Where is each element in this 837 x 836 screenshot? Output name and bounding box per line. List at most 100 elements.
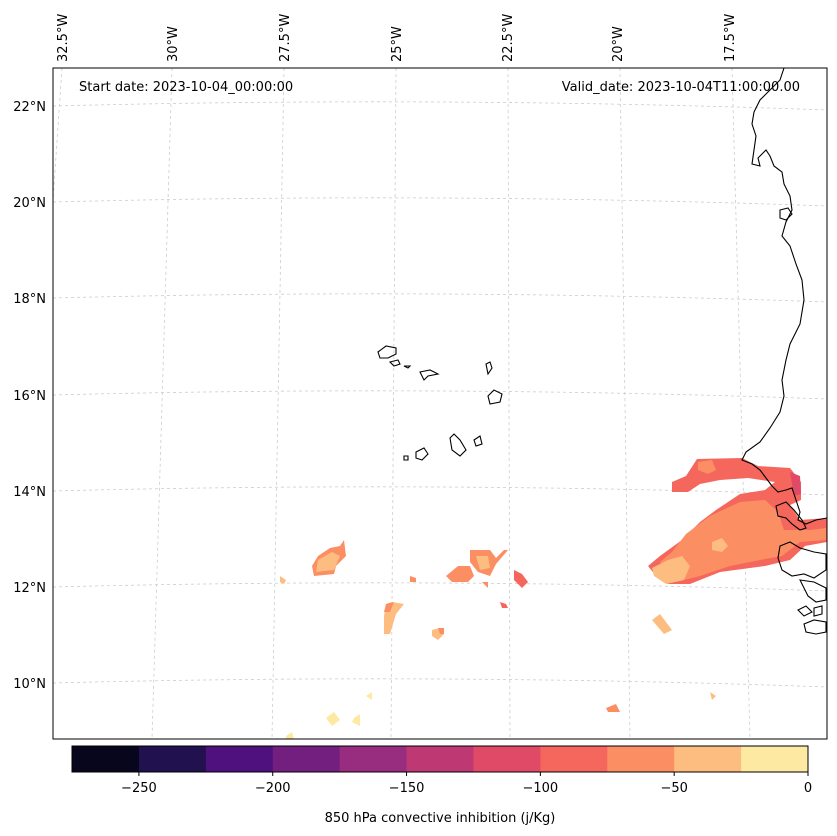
meridian-22-5w xyxy=(507,68,511,739)
colorbar-cell xyxy=(72,746,140,772)
lat-label: 22°N xyxy=(13,100,46,115)
lat-label: 12°N xyxy=(13,581,46,596)
colorbar-tick-label: 0 xyxy=(804,781,812,796)
cape-verde-islands xyxy=(377,345,503,461)
parallel-16n xyxy=(53,390,827,400)
cin-patch-central-b xyxy=(446,566,474,582)
colorbar-tick-label: −150 xyxy=(389,781,425,796)
island-santiago xyxy=(449,433,467,457)
coastline-guinea xyxy=(799,579,827,603)
lon-label: 32.5°W xyxy=(56,14,71,62)
cin-patch-coastal-blob xyxy=(712,538,728,552)
coastline-bijagos-a xyxy=(797,605,813,617)
coastlines xyxy=(741,68,827,635)
longitude-labels: 32.5°W 30°W 27.5°W 25°W 22.5°W 20°W 17.5… xyxy=(56,14,738,62)
graticule xyxy=(53,68,827,739)
colorbar-cell xyxy=(138,746,207,772)
cin-patch-east-edge xyxy=(790,472,801,496)
coastline-guinea-south xyxy=(803,619,827,635)
parallel-22n xyxy=(53,101,827,111)
cin-patch-south-h xyxy=(366,692,372,700)
island-sal xyxy=(485,361,493,376)
cin-patch-south-d xyxy=(606,704,620,712)
colorbar-tick-label: −50 xyxy=(660,781,687,796)
lon-label: 20°W xyxy=(611,26,626,62)
cin-patch-south-f xyxy=(352,714,360,726)
meridian-30w xyxy=(151,68,173,739)
island-fogo xyxy=(415,447,429,461)
lat-label: 14°N xyxy=(13,485,46,500)
map-area xyxy=(53,68,827,739)
cin-patch-central-g xyxy=(280,576,286,584)
cin-patch-coastal-inner xyxy=(652,556,690,584)
coastline-mauritania-inlet xyxy=(779,207,793,221)
parallel-10n xyxy=(53,678,827,688)
colorbar-cell xyxy=(339,746,408,772)
coastline-guinea-bissau xyxy=(777,541,827,579)
colorbar-cell xyxy=(272,746,341,772)
colorbar-title: 850 hPa convective inhibition (j/Kg) xyxy=(325,811,556,826)
cin-patch-south-i xyxy=(286,732,294,739)
lon-label: 25°W xyxy=(390,26,405,62)
colorbar-cell xyxy=(674,746,742,772)
colorbar-tick-label: −100 xyxy=(523,781,559,796)
meridian-32-5w xyxy=(53,68,63,201)
map-frame xyxy=(52,67,828,740)
cin-patch-central-e xyxy=(482,582,488,588)
island-brava xyxy=(403,455,409,461)
colorbar-outline xyxy=(71,745,809,773)
parallel-18n xyxy=(53,293,827,303)
island-boa-vista xyxy=(487,389,503,405)
lon-label: 22.5°W xyxy=(501,14,516,62)
island-sao-vicente xyxy=(388,359,401,367)
colorbar-cell xyxy=(540,746,608,772)
cin-patch-south-b-edge xyxy=(438,628,444,634)
lon-label: 27.5°W xyxy=(278,14,293,62)
parallel-12n xyxy=(53,582,827,592)
cin-patch-south-a-edge xyxy=(384,602,394,612)
cin-patch-south-g xyxy=(326,712,340,726)
meridian-17-5w xyxy=(731,68,751,739)
coastline-gambia-river xyxy=(775,501,807,531)
lat-label: 16°N xyxy=(13,389,46,404)
cin-patch-south-e xyxy=(710,692,716,700)
colorbar: −250 −200 −150 −100 −50 0 850 hPa convective … xyxy=(71,745,812,826)
parallel-14n xyxy=(53,486,827,496)
lat-label: 20°N xyxy=(13,196,46,211)
valid-date-text: Valid_date: 2023-10-04T11:00:00.00 xyxy=(562,80,800,95)
cin-patch-coastal-top xyxy=(698,460,716,474)
cin-contours xyxy=(280,458,827,739)
start-date-text: Start date: 2023-10-04_00:00:00 xyxy=(79,80,293,95)
latitude-labels: 22°N 20°N 18°N 16°N 14°N 12°N 10°N xyxy=(13,100,46,692)
colorbar-tick-label: −200 xyxy=(255,781,291,796)
lon-label: 30°W xyxy=(166,26,181,62)
cin-patch-central-c xyxy=(514,570,528,588)
african-coastline xyxy=(741,68,827,525)
lat-label: 10°N xyxy=(13,677,46,692)
colorbar-cells xyxy=(72,746,809,772)
colorbar-tick-label: −250 xyxy=(121,781,157,796)
meridian-20w xyxy=(619,68,631,739)
coastline-bijagos-b xyxy=(813,605,823,617)
colorbar-ticks: −250 −200 −150 −100 −50 0 xyxy=(121,772,812,796)
parallel-20n xyxy=(53,197,827,207)
colorbar-cell xyxy=(205,746,274,772)
lon-label: 17.5°W xyxy=(723,14,738,62)
island-santa-luzia xyxy=(403,365,412,369)
colorbar-cell xyxy=(741,746,809,772)
cin-patch-central-f xyxy=(500,602,508,608)
cin-patch-central-west-inner xyxy=(316,552,340,572)
cin-patch-central-d xyxy=(410,576,416,582)
colorbar-cell xyxy=(406,746,474,772)
island-sao-nicolau xyxy=(419,369,440,381)
cin-patch-coastal-mid xyxy=(660,500,826,582)
cin-patch-central-a-inner xyxy=(476,556,490,570)
island-maio xyxy=(473,435,483,447)
meridian-27-5w xyxy=(271,68,285,739)
island-santo-antao xyxy=(377,345,397,359)
cin-patch-south-c xyxy=(652,614,672,634)
lat-label: 18°N xyxy=(13,292,46,307)
colorbar-cell xyxy=(473,746,541,772)
colorbar-cell xyxy=(607,746,675,772)
